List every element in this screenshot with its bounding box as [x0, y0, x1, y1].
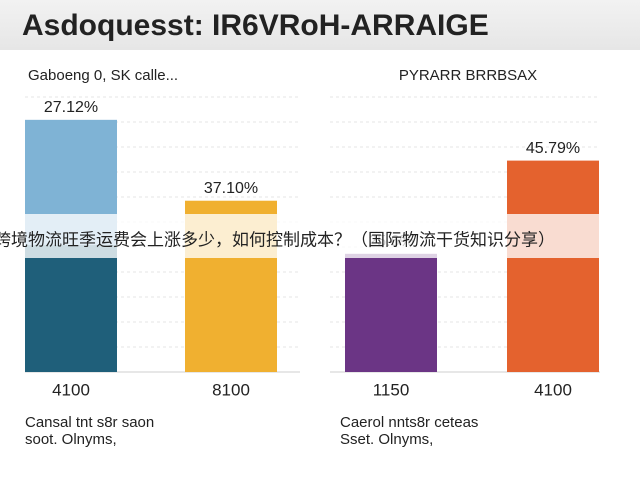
caption: Caerol nnts8r ceteas — [340, 414, 478, 431]
chart-subtitle: PYRARR BRRBSAX — [399, 67, 537, 84]
page-title: Asdoquesst: IR6VRoH-ARRAIGE — [22, 9, 489, 42]
overlay-text: 跨境物流旺季运费会上涨多少，如何控制成本？（国际物流干货知识分享） — [0, 230, 555, 249]
bar — [345, 253, 437, 372]
x-tick-label: 4100 — [534, 380, 572, 399]
chart-subtitle: Gaboeng 0, SK calle... — [28, 67, 178, 84]
caption: Cansal tnt s8r saon — [25, 414, 154, 431]
bar — [25, 245, 117, 372]
caption: soot. Olnyms, — [25, 431, 117, 448]
charts: Gaboeng 0, SK calle... 4100 8100 Cansal tnt… — [25, 67, 600, 448]
x-tick-label: 4100 — [52, 380, 90, 399]
overlay-band — [0, 214, 640, 258]
header-band — [0, 0, 640, 50]
data-label: 37.10% — [204, 180, 258, 197]
caption: Sset. Olnyms, — [340, 431, 433, 448]
data-label: 27.12% — [44, 99, 98, 116]
x-tick-label: 8100 — [212, 380, 250, 399]
bar — [507, 160, 599, 372]
x-tick-label: 1150 — [373, 380, 410, 399]
data-label: 45.79% — [526, 140, 580, 157]
